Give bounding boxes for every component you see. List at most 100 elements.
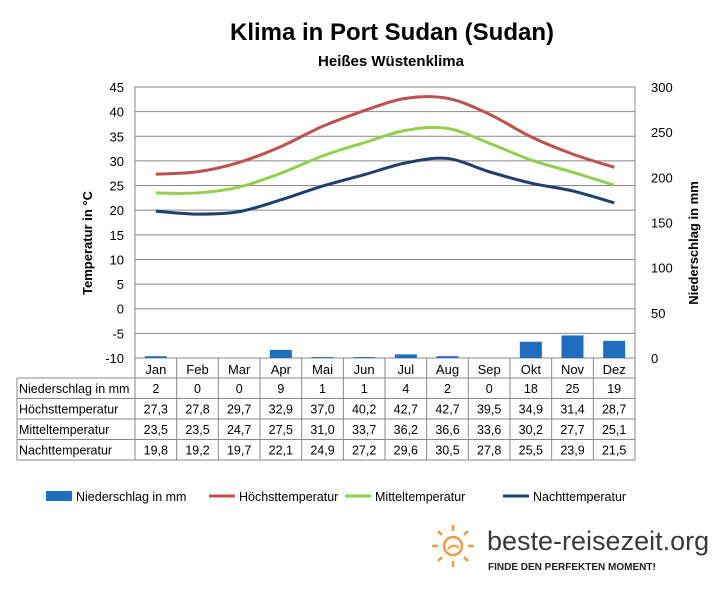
y-tick-label: 5 — [117, 277, 124, 292]
chart-title: Klima in Port Sudan (Sudan) — [230, 19, 554, 46]
month-label: Mai — [312, 362, 333, 377]
y2-tick-label: 250 — [651, 125, 673, 140]
table-row-header: Mitteltemperatur — [19, 423, 109, 437]
table-cell: 18 — [524, 382, 538, 396]
legend-label: Höchsttemperatur — [239, 490, 338, 504]
table-cell: 24,9 — [310, 444, 334, 458]
table-cell: 19,2 — [185, 444, 209, 458]
table-cell: 30,2 — [519, 423, 543, 437]
table-cell: 0 — [194, 382, 201, 396]
table-cell: 34,9 — [519, 403, 543, 417]
table-cell: 42,7 — [394, 403, 418, 417]
table-cell: 23,5 — [185, 423, 209, 437]
month-label: Jan — [145, 362, 166, 377]
precipitation-bar — [603, 340, 626, 358]
table-cell: 9 — [277, 382, 284, 396]
table-cell: 31,0 — [310, 423, 334, 437]
month-label: Dez — [603, 362, 626, 377]
table-cell: 30,5 — [435, 444, 459, 458]
y-tick-label: 40 — [110, 105, 124, 120]
precipitation-bar — [144, 356, 167, 358]
table-cell: 2 — [444, 382, 451, 396]
table-cell: 31,4 — [560, 403, 584, 417]
y-tick-label: -5 — [112, 326, 124, 341]
y2-tick-label: 200 — [651, 170, 673, 185]
y2-tick-label: 150 — [651, 216, 673, 231]
table-cell: 1 — [361, 382, 368, 396]
precipitation-bar — [436, 356, 459, 358]
brand-name: beste-reisezeit.org — [487, 526, 709, 556]
table-cell: 33,6 — [477, 423, 501, 437]
precipitation-bar — [394, 354, 417, 358]
month-label: Okt — [521, 362, 542, 377]
table-cell: 25,5 — [519, 444, 543, 458]
precipitation-bar — [561, 335, 584, 358]
month-label: Mar — [228, 362, 251, 377]
table-cell: 19 — [607, 382, 621, 396]
table-cell: 0 — [486, 382, 493, 396]
series-line-nachttemperatur — [155, 156, 615, 216]
month-label: Sep — [478, 362, 501, 377]
y-tick-label: 30 — [110, 154, 124, 169]
precipitation-bar — [519, 341, 542, 358]
y-tick-label: 0 — [117, 302, 124, 317]
y-axis-label: Temperatur in °C — [80, 190, 95, 295]
plot-grid — [134, 86, 636, 359]
month-label: Jul — [398, 362, 415, 377]
table-cell: 25 — [566, 382, 580, 396]
table-cell: 25,1 — [602, 423, 626, 437]
legend-label: Mitteltemperatur — [375, 490, 465, 504]
month-label: Apr — [271, 362, 292, 377]
temperature-lines — [155, 95, 615, 216]
y2-tick-label: 50 — [651, 306, 665, 321]
legend-swatch-bar — [46, 491, 72, 501]
month-label: Jun — [354, 362, 375, 377]
legend-label: Niederschlag in mm — [76, 490, 186, 504]
chart-subtitle: Heißes Wüstenklima — [318, 53, 465, 70]
brand-tagline: FINDE DEN PERFEKTEN MOMENT! — [488, 562, 656, 573]
sun-icon — [432, 525, 474, 567]
y-tick-label: 10 — [110, 252, 124, 267]
table-cell: 32,9 — [269, 403, 293, 417]
y-tick-label: -10 — [105, 351, 124, 366]
month-label: Aug — [436, 362, 459, 377]
table-cell: 28,7 — [602, 403, 626, 417]
table-cell: 33,7 — [352, 423, 376, 437]
legend-label: Nachttemperatur — [533, 490, 626, 504]
plot-frame — [134, 86, 636, 359]
y2-tick-label: 300 — [651, 80, 673, 95]
series-line-mitteltemperatur — [155, 125, 615, 195]
y-tick-label: 20 — [110, 203, 124, 218]
table-cell: 0 — [236, 382, 243, 396]
table-cell: 22,1 — [269, 444, 293, 458]
table-cell: 1 — [319, 382, 326, 396]
y-tick-label: 25 — [110, 179, 124, 194]
precipitation-bars — [144, 335, 626, 358]
y-axis-right: 300 250 200 150 100 50 0 — [651, 80, 673, 366]
series-line-h-chsttemperatur — [155, 95, 615, 176]
table-cell: 36,2 — [394, 423, 418, 437]
precipitation-bar — [311, 357, 334, 358]
precipitation-bar — [353, 357, 376, 358]
table-cell: 21,5 — [602, 444, 626, 458]
table-cell: 42,7 — [435, 403, 459, 417]
y2-tick-label: 0 — [651, 351, 658, 366]
table-cell: 39,5 — [477, 403, 501, 417]
table-row-header: Höchsttemperatur — [19, 403, 118, 417]
table-cell: 27,3 — [144, 403, 168, 417]
legend: Niederschlag in mm Höchsttemperatur Mittel… — [46, 490, 626, 504]
table-cell: 29,6 — [394, 444, 418, 458]
table-cell: 29,7 — [227, 403, 251, 417]
table-cell: 24,7 — [227, 423, 251, 437]
table-cell: 27,8 — [185, 403, 209, 417]
table-cell: 36,6 — [435, 423, 459, 437]
table-row-header: Niederschlag in mm — [19, 382, 129, 396]
table-row-header: Nachttemperatur — [19, 444, 112, 458]
table-cell: 37,0 — [310, 403, 334, 417]
y-tick-label: 45 — [110, 80, 124, 95]
y2-tick-label: 100 — [651, 261, 673, 276]
table-cell: 27,7 — [560, 423, 584, 437]
table-cell: 19,7 — [227, 444, 251, 458]
month-label: Nov — [561, 362, 585, 377]
